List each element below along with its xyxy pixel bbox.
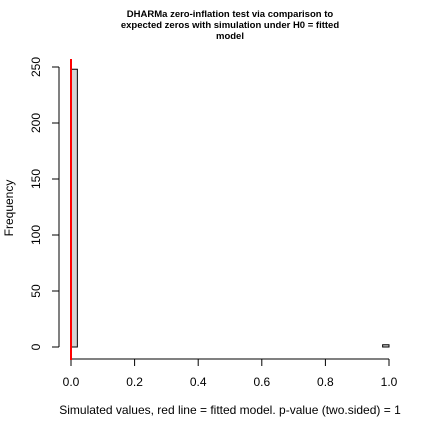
x-tick-label-4: 0.8	[317, 375, 334, 389]
y-tick-label-4: 200	[29, 113, 43, 133]
x-tick-label-2: 0.4	[190, 375, 207, 389]
y-tick-label-0: 0	[29, 343, 43, 350]
chart-title-line-3: model	[216, 31, 244, 42]
y-axis: 0 50 100 150 200 250	[29, 57, 60, 350]
y-tick-label-3: 150	[29, 169, 43, 189]
chart-title-line-1: DHARMa zero-inflation test via compariso…	[127, 9, 334, 20]
chart-title-line-2: expected zeros with simulation under H0 …	[121, 20, 339, 31]
x-tick-label-1: 0.2	[126, 375, 143, 389]
y-axis-title: Frequency	[2, 180, 16, 237]
x-tick-label-0: 0.0	[63, 375, 80, 389]
histogram-bars	[70, 68, 390, 348]
x-axis: 0.0 0.2 0.4 0.6 0.8 1.0	[63, 358, 398, 389]
x-axis-title: Simulated values, red line = fitted mode…	[59, 403, 401, 417]
y-tick-label-1: 50	[29, 284, 43, 298]
x-tick-label-3: 0.6	[253, 375, 270, 389]
x-tick-label-5: 1.0	[381, 375, 398, 389]
histogram-bar-1	[382, 344, 390, 348]
y-tick-label-5: 250	[29, 57, 43, 77]
y-tick-label-2: 100	[29, 225, 43, 245]
